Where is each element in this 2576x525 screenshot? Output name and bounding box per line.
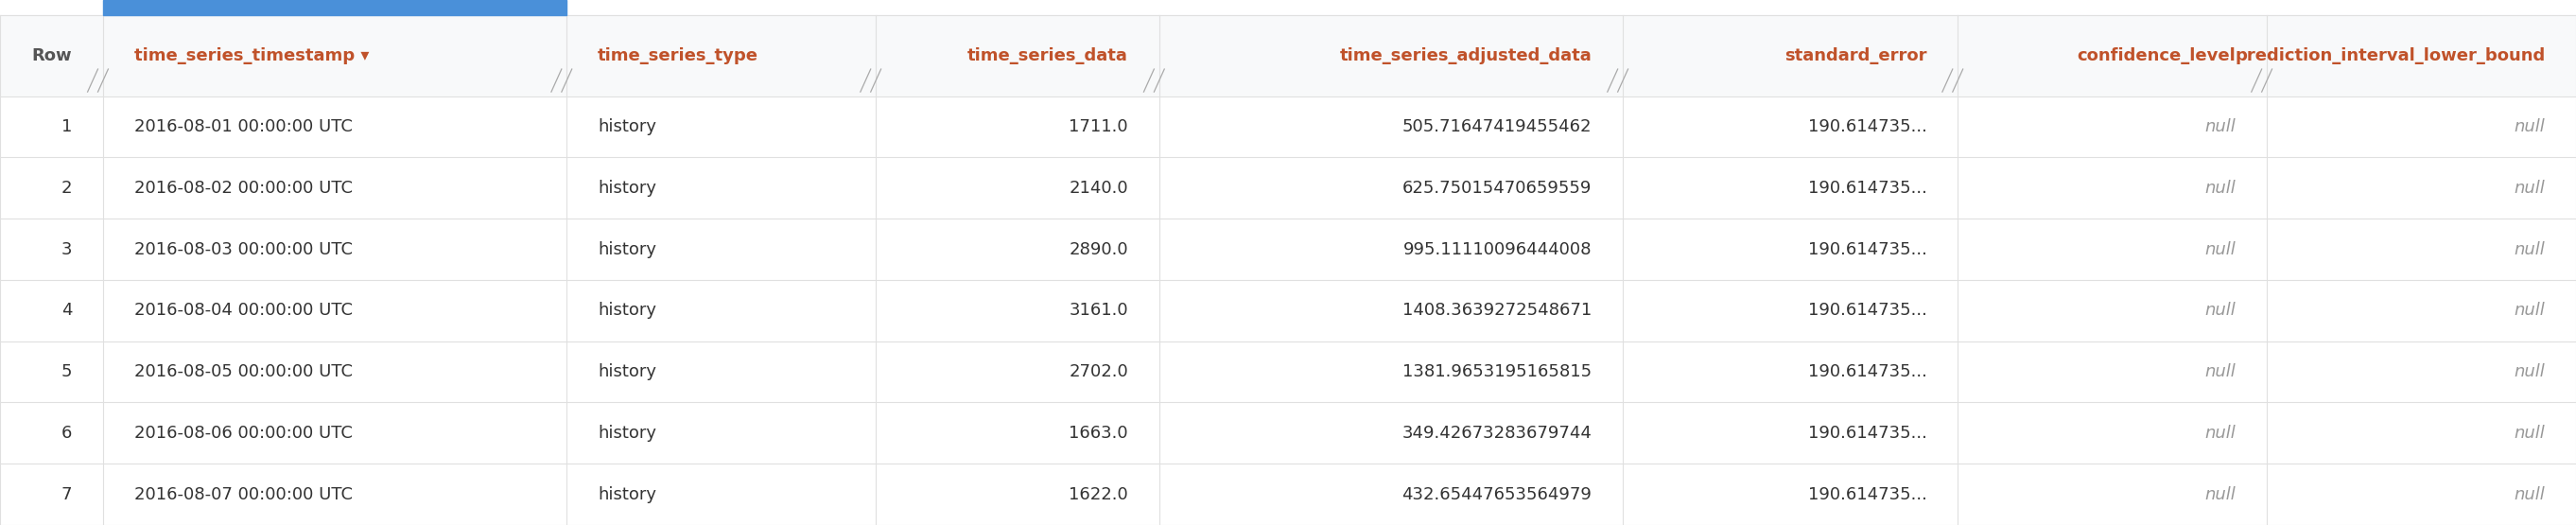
Text: history: history	[598, 486, 657, 503]
Text: 190.614735...: 190.614735...	[1808, 118, 1927, 135]
Text: null: null	[2514, 363, 2545, 380]
Text: 190.614735...: 190.614735...	[1808, 425, 1927, 442]
Bar	[0, 403, 2576, 464]
Text: 1711.0: 1711.0	[1069, 118, 1128, 135]
Text: null: null	[2205, 241, 2236, 258]
Text: 349.42673283679744: 349.42673283679744	[1401, 425, 1592, 442]
Bar	[0, 15, 2576, 96]
Text: 995.11110096444008: 995.11110096444008	[1404, 241, 1592, 258]
Text: 5: 5	[62, 363, 72, 380]
Bar	[0, 158, 2576, 218]
Text: 505.71647419455462: 505.71647419455462	[1401, 118, 1592, 135]
Text: 190.614735...: 190.614735...	[1808, 486, 1927, 503]
Text: history: history	[598, 425, 657, 442]
Text: history: history	[598, 118, 657, 135]
Text: 2702.0: 2702.0	[1069, 363, 1128, 380]
Text: null: null	[2205, 302, 2236, 319]
Text: Row: Row	[31, 47, 72, 64]
Text: null: null	[2514, 486, 2545, 503]
Text: 3161.0: 3161.0	[1069, 302, 1128, 319]
Text: 2016-08-04 00:00:00 UTC: 2016-08-04 00:00:00 UTC	[134, 302, 353, 319]
Bar	[103, 0, 567, 15]
Text: null: null	[2205, 118, 2236, 135]
Text: 2016-08-01 00:00:00 UTC: 2016-08-01 00:00:00 UTC	[134, 118, 353, 135]
Text: 2016-08-02 00:00:00 UTC: 2016-08-02 00:00:00 UTC	[134, 180, 353, 196]
Text: time_series_type: time_series_type	[598, 47, 757, 64]
Text: 4: 4	[62, 302, 72, 319]
Text: history: history	[598, 241, 657, 258]
Text: prediction_interval_lower_bound: prediction_interval_lower_bound	[2233, 47, 2545, 64]
Text: null: null	[2514, 425, 2545, 442]
Bar	[0, 96, 2576, 158]
Text: 432.65447653564979: 432.65447653564979	[1401, 486, 1592, 503]
Text: null: null	[2514, 302, 2545, 319]
Text: 2890.0: 2890.0	[1069, 241, 1128, 258]
Text: history: history	[598, 363, 657, 380]
Text: 2: 2	[62, 180, 72, 196]
Text: 1663.0: 1663.0	[1069, 425, 1128, 442]
Text: null: null	[2205, 363, 2236, 380]
Text: time_series_adjusted_data: time_series_adjusted_data	[1340, 47, 1592, 64]
Text: time_series_data: time_series_data	[969, 47, 1128, 64]
Text: 3: 3	[62, 241, 72, 258]
Text: 2016-08-07 00:00:00 UTC: 2016-08-07 00:00:00 UTC	[134, 486, 353, 503]
Text: 2016-08-05 00:00:00 UTC: 2016-08-05 00:00:00 UTC	[134, 363, 353, 380]
Text: null: null	[2205, 180, 2236, 196]
Text: 1: 1	[62, 118, 72, 135]
Text: 625.75015470659559: 625.75015470659559	[1401, 180, 1592, 196]
Text: 190.614735...: 190.614735...	[1808, 241, 1927, 258]
Text: null: null	[2205, 425, 2236, 442]
Bar	[0, 218, 2576, 280]
Text: 1381.9653195165815: 1381.9653195165815	[1404, 363, 1592, 380]
Bar	[0, 464, 2576, 525]
Text: 1622.0: 1622.0	[1069, 486, 1128, 503]
Text: 6: 6	[62, 425, 72, 442]
Text: 1408.3639272548671: 1408.3639272548671	[1401, 302, 1592, 319]
Text: standard_error: standard_error	[1785, 47, 1927, 64]
Text: 2016-08-06 00:00:00 UTC: 2016-08-06 00:00:00 UTC	[134, 425, 353, 442]
Bar	[0, 280, 2576, 341]
Text: 190.614735...: 190.614735...	[1808, 180, 1927, 196]
Text: history: history	[598, 180, 657, 196]
Text: 2016-08-03 00:00:00 UTC: 2016-08-03 00:00:00 UTC	[134, 241, 353, 258]
Text: 190.614735...: 190.614735...	[1808, 302, 1927, 319]
Text: time_series_timestamp ▾: time_series_timestamp ▾	[134, 47, 368, 64]
Text: null: null	[2514, 180, 2545, 196]
Text: confidence_level: confidence_level	[2076, 47, 2236, 64]
Text: null: null	[2514, 241, 2545, 258]
Text: 190.614735...: 190.614735...	[1808, 363, 1927, 380]
Text: 2140.0: 2140.0	[1069, 180, 1128, 196]
Bar	[0, 341, 2576, 403]
Text: null: null	[2205, 486, 2236, 503]
Text: 7: 7	[62, 486, 72, 503]
Text: history: history	[598, 302, 657, 319]
Text: null: null	[2514, 118, 2545, 135]
